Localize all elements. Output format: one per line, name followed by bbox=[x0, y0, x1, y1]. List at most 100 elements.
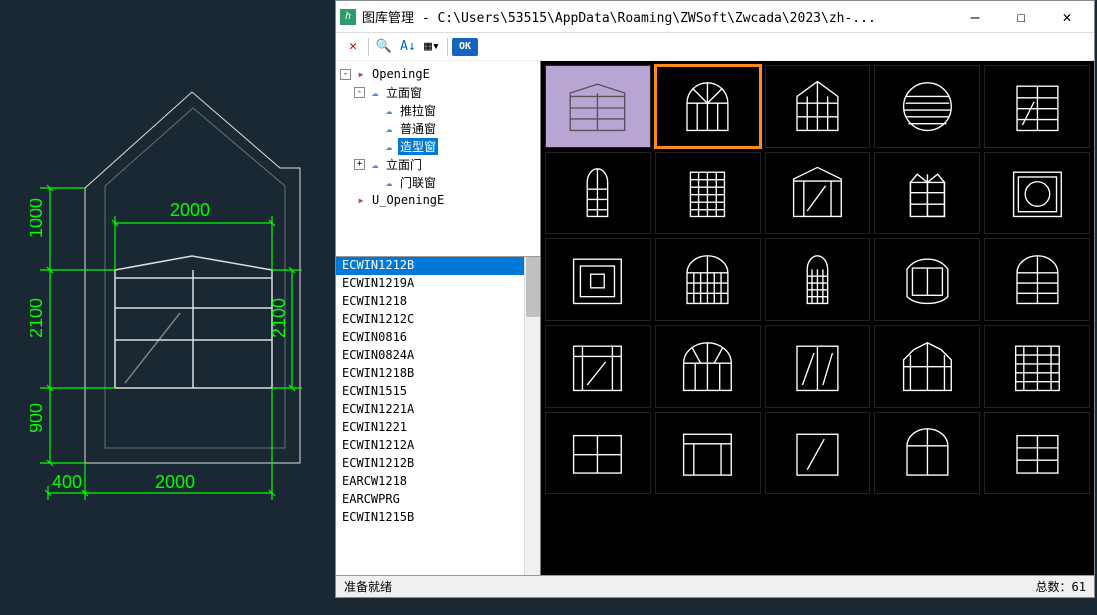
dim-left-c: 900 bbox=[30, 403, 46, 433]
tree-label[interactable]: 立面窗 bbox=[384, 84, 424, 101]
library-manager-dialog: h 图库管理 - C:\Users\53515\AppData\Roaming\… bbox=[335, 0, 1095, 598]
dim-bottom-a: 400 bbox=[52, 472, 82, 492]
list-item[interactable]: ECWIN1212C bbox=[336, 311, 524, 329]
left-pane: -▸OpeningE-☁立面窗☁推拉窗☁普通窗☁造型窗+☁立面门☁门联窗▸U_O… bbox=[336, 61, 541, 575]
toolbar: ✕ 🔍 A↓ ▦▾ OK bbox=[336, 33, 1094, 61]
list-item[interactable]: ECWIN1212A bbox=[336, 437, 524, 455]
window-title: 图库管理 - C:\Users\53515\AppData\Roaming\ZW… bbox=[362, 7, 952, 26]
category-tree[interactable]: -▸OpeningE-☁立面窗☁推拉窗☁普通窗☁造型窗+☁立面门☁门联窗▸U_O… bbox=[336, 61, 540, 257]
cloud-icon: ☁ bbox=[382, 175, 396, 189]
thumbnail-panel bbox=[541, 61, 1094, 575]
dim-top: 2000 bbox=[170, 200, 210, 220]
tree-label[interactable]: OpeningE bbox=[370, 67, 432, 81]
tool-find[interactable]: 🔍 bbox=[373, 36, 395, 58]
tree-node[interactable]: ☁门联窗 bbox=[338, 173, 538, 191]
list-item[interactable]: ECWIN1218 bbox=[336, 293, 524, 311]
list-item[interactable]: ECWIN1212B bbox=[336, 455, 524, 473]
cloud-icon: ☁ bbox=[368, 157, 382, 171]
maximize-button[interactable]: ☐ bbox=[998, 2, 1044, 32]
thumbnail[interactable] bbox=[984, 325, 1090, 408]
thumbnail[interactable] bbox=[874, 152, 980, 235]
document-icon: ▸ bbox=[354, 193, 368, 207]
thumbnail[interactable] bbox=[545, 152, 651, 235]
thumbnail[interactable] bbox=[545, 238, 651, 321]
tree-label[interactable]: 立面门 bbox=[384, 156, 424, 173]
separator bbox=[447, 38, 448, 56]
thumbnail[interactable] bbox=[765, 152, 871, 235]
tree-label[interactable]: 门联窗 bbox=[398, 174, 438, 191]
list-item[interactable]: ECWIN1221A bbox=[336, 401, 524, 419]
cloud-icon: ☁ bbox=[382, 103, 396, 117]
list-item[interactable]: EARCW1218 bbox=[336, 473, 524, 491]
document-icon: ▸ bbox=[354, 67, 368, 81]
status-count: 总数：61 bbox=[1036, 578, 1086, 595]
app-icon: h bbox=[340, 9, 356, 25]
list-item[interactable]: ECWIN0816 bbox=[336, 329, 524, 347]
tree-node[interactable]: -▸OpeningE bbox=[338, 65, 538, 83]
tree-toggle[interactable]: + bbox=[354, 159, 365, 170]
thumbnail[interactable] bbox=[874, 238, 980, 321]
thumbnail[interactable] bbox=[874, 65, 980, 148]
thumbnail[interactable] bbox=[655, 325, 761, 408]
list-item[interactable]: ECWIN1218B bbox=[336, 365, 524, 383]
tree-node[interactable]: -☁立面窗 bbox=[338, 83, 538, 101]
status-bar: 准备就绪 总数：61 bbox=[336, 575, 1094, 597]
tree-toggle[interactable]: - bbox=[354, 87, 365, 98]
scrollbar-thumb[interactable] bbox=[526, 257, 540, 317]
status-text: 准备就绪 bbox=[344, 578, 392, 595]
thumbnail[interactable] bbox=[545, 325, 651, 408]
tree-label[interactable]: U_OpeningE bbox=[370, 193, 446, 207]
thumbnail[interactable] bbox=[765, 325, 871, 408]
thumbnail[interactable] bbox=[765, 65, 871, 148]
cad-drawing: 2000 1000 2100 900 2100 400 2000 bbox=[30, 88, 335, 538]
dim-left-b: 2100 bbox=[30, 298, 46, 338]
minimize-button[interactable]: — bbox=[952, 2, 998, 32]
list-item[interactable]: ECWIN1221 bbox=[336, 419, 524, 437]
tree-node[interactable]: ☁造型窗 bbox=[338, 137, 538, 155]
thumbnail[interactable] bbox=[984, 238, 1090, 321]
titlebar[interactable]: h 图库管理 - C:\Users\53515\AppData\Roaming\… bbox=[336, 1, 1094, 33]
tree-node[interactable]: ☁推拉窗 bbox=[338, 101, 538, 119]
tool-layout[interactable]: ▦▾ bbox=[421, 36, 443, 58]
tree-node[interactable]: ☁普通窗 bbox=[338, 119, 538, 137]
tree-node[interactable]: ▸U_OpeningE bbox=[338, 191, 538, 209]
cloud-icon: ☁ bbox=[368, 85, 382, 99]
cloud-icon: ☁ bbox=[382, 121, 396, 135]
list-item[interactable]: ECWIN1215B bbox=[336, 509, 524, 527]
tree-toggle[interactable]: - bbox=[340, 69, 351, 80]
list-item[interactable]: ECWIN0824A bbox=[336, 347, 524, 365]
list-item[interactable]: ECWIN1219A bbox=[336, 275, 524, 293]
thumbnail[interactable] bbox=[545, 65, 651, 148]
thumbnail[interactable] bbox=[984, 65, 1090, 148]
thumbnail[interactable] bbox=[874, 325, 980, 408]
dim-bottom-b: 2000 bbox=[155, 472, 195, 492]
thumbnail[interactable] bbox=[655, 65, 761, 148]
thumbnail[interactable] bbox=[765, 412, 871, 495]
cloud-icon: ☁ bbox=[382, 139, 396, 153]
list-scrollbar[interactable] bbox=[524, 257, 540, 575]
tree-node[interactable]: +☁立面门 bbox=[338, 155, 538, 173]
tree-label[interactable]: 推拉窗 bbox=[398, 102, 438, 119]
thumbnail[interactable] bbox=[984, 152, 1090, 235]
thumbnail[interactable] bbox=[765, 238, 871, 321]
block-list[interactable]: ECWIN1212BECWIN1219AECWIN1218ECWIN1212CE… bbox=[336, 257, 524, 575]
close-button[interactable]: ✕ bbox=[1044, 2, 1090, 32]
tool-delete[interactable]: ✕ bbox=[342, 36, 364, 58]
thumbnail[interactable] bbox=[655, 412, 761, 495]
tree-label[interactable]: 普通窗 bbox=[398, 120, 438, 137]
thumbnail-grid[interactable] bbox=[545, 65, 1090, 494]
thumbnail[interactable] bbox=[984, 412, 1090, 495]
thumbnail[interactable] bbox=[545, 412, 651, 495]
thumbnail[interactable] bbox=[655, 152, 761, 235]
thumbnail[interactable] bbox=[655, 238, 761, 321]
list-item[interactable]: ECWIN1515 bbox=[336, 383, 524, 401]
thumbnail[interactable] bbox=[874, 412, 980, 495]
dim-right-a: 2100 bbox=[269, 298, 289, 338]
tool-ok[interactable]: OK bbox=[452, 38, 478, 56]
tree-label[interactable]: 造型窗 bbox=[398, 138, 438, 155]
separator bbox=[368, 38, 369, 56]
dim-left-a: 1000 bbox=[30, 198, 46, 238]
list-item[interactable]: ECWIN1212B bbox=[336, 257, 524, 275]
list-item[interactable]: EARCWPRG bbox=[336, 491, 524, 509]
tool-sort[interactable]: A↓ bbox=[397, 36, 419, 58]
